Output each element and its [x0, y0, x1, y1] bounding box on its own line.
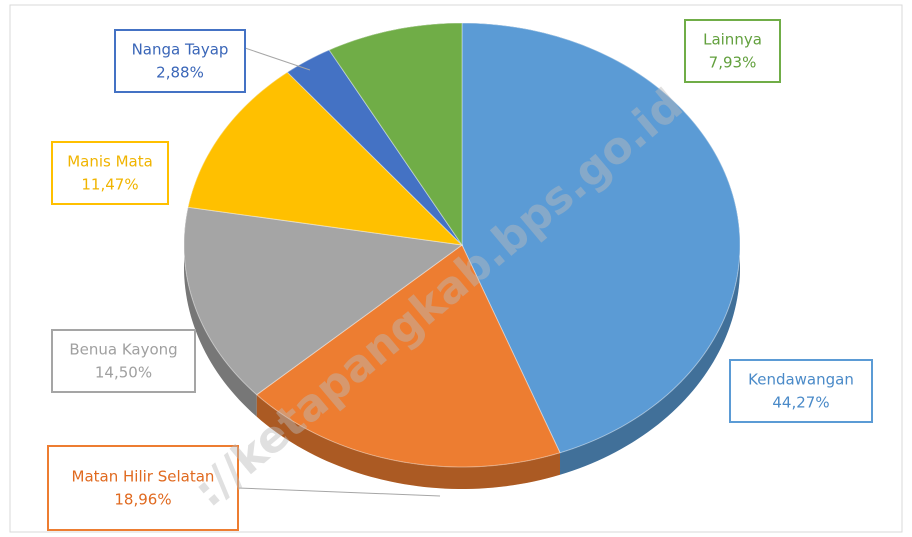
- label-box: [51, 141, 169, 205]
- label-name: Manis Mata: [67, 153, 153, 171]
- label-name: Nanga Tayap: [132, 41, 229, 59]
- label-value: 44,27%: [772, 394, 829, 412]
- label-value: 14,50%: [95, 364, 152, 382]
- slice: [187, 71, 464, 246]
- label-value: 7,93%: [709, 54, 757, 72]
- label-box: [729, 359, 873, 423]
- slice: [255, 244, 561, 468]
- label-value: 2,88%: [156, 64, 204, 82]
- label-name: Matan Hilir Selatan: [72, 468, 215, 486]
- labels: Kendawangan 44,27% Matan Hilir Selatan 18,9…: [47, 19, 873, 531]
- label-box: [114, 29, 246, 93]
- slice: [183, 206, 464, 396]
- slice: [286, 49, 463, 246]
- pie-tops: [183, 22, 741, 468]
- leader-line: [237, 487, 441, 497]
- label-box: [684, 19, 781, 83]
- slice-side-shade: [184, 207, 257, 417]
- slice: [328, 22, 463, 247]
- label-name: Lainnya: [703, 31, 762, 49]
- leader-line: [244, 47, 311, 71]
- label-box: [47, 445, 239, 531]
- slice-side: [256, 394, 561, 489]
- label-value: 18,96%: [114, 491, 171, 509]
- slice-side-shade: [256, 394, 561, 489]
- slice: [461, 22, 741, 454]
- label-name: Kendawangan: [748, 371, 854, 389]
- label-value: 11,47%: [81, 176, 138, 194]
- label-name: Benua Kayong: [69, 341, 177, 359]
- slice-side: [184, 207, 257, 417]
- label-box: [51, 329, 196, 393]
